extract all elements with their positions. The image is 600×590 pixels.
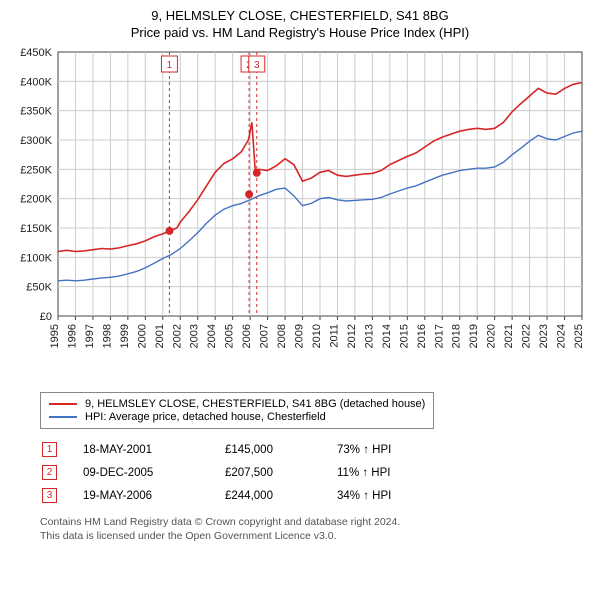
- svg-text:2013: 2013: [363, 324, 375, 348]
- chart-subtitle: Price paid vs. HM Land Registry's House …: [10, 25, 590, 40]
- legend-swatch: [49, 416, 77, 418]
- chart-container: { "heading": { "address": "9, HELMSLEY C…: [0, 0, 600, 549]
- svg-text:2018: 2018: [451, 324, 463, 348]
- legend-swatch: [49, 403, 77, 405]
- sale-marker-box: 1: [42, 442, 57, 457]
- sale-delta: 11% ↑ HPI: [337, 462, 405, 483]
- footnote-line: This data is licensed under the Open Gov…: [40, 530, 590, 544]
- svg-text:2025: 2025: [573, 324, 585, 348]
- svg-text:1997: 1997: [84, 324, 96, 348]
- sale-delta: 73% ↑ HPI: [337, 439, 405, 460]
- svg-text:2008: 2008: [276, 324, 288, 348]
- sale-date: 19-MAY-2006: [83, 485, 223, 506]
- svg-text:£450K: £450K: [20, 47, 52, 59]
- svg-text:3: 3: [254, 60, 260, 71]
- svg-text:2001: 2001: [154, 324, 166, 348]
- svg-text:2010: 2010: [311, 324, 323, 348]
- legend-row: HPI: Average price, detached house, Ches…: [49, 411, 425, 423]
- svg-text:2021: 2021: [503, 324, 515, 348]
- svg-text:£150K: £150K: [20, 223, 52, 235]
- svg-text:2016: 2016: [416, 324, 428, 348]
- sale-marker-box: 2: [42, 465, 57, 480]
- svg-text:£0: £0: [40, 311, 52, 323]
- svg-text:2007: 2007: [259, 324, 271, 348]
- svg-text:2002: 2002: [171, 324, 183, 348]
- svg-text:1: 1: [167, 60, 173, 71]
- sale-date: 09-DEC-2005: [83, 462, 223, 483]
- line-chart: £0 £50K £100K £150K £200K £250K £300K £350K £400…: [10, 46, 590, 386]
- legend-label: HPI: Average price, detached house, Ches…: [85, 411, 326, 423]
- svg-text:£350K: £350K: [20, 106, 52, 118]
- svg-text:2011: 2011: [328, 324, 340, 348]
- table-row: 3 19-MAY-2006£244,00034% ↑ HPI: [42, 485, 405, 506]
- table-row: 1 18-MAY-2001£145,00073% ↑ HPI: [42, 439, 405, 460]
- svg-text:2020: 2020: [486, 324, 498, 348]
- sale-price: £145,000: [225, 439, 335, 460]
- svg-text:2023: 2023: [538, 324, 550, 348]
- svg-text:2006: 2006: [241, 324, 253, 348]
- svg-text:£100K: £100K: [20, 252, 52, 264]
- svg-text:2005: 2005: [224, 324, 236, 348]
- svg-text:1995: 1995: [49, 324, 61, 348]
- svg-text:£50K: £50K: [26, 282, 52, 294]
- svg-text:2012: 2012: [346, 324, 358, 348]
- legend-row: 9, HELMSLEY CLOSE, CHESTERFIELD, S41 8BG…: [49, 398, 425, 410]
- sale-marker-box: 3: [42, 488, 57, 503]
- legend-label: 9, HELMSLEY CLOSE, CHESTERFIELD, S41 8BG…: [85, 398, 425, 410]
- svg-text:1996: 1996: [66, 324, 78, 348]
- svg-text:2009: 2009: [294, 324, 306, 348]
- footnote: Contains HM Land Registry data © Crown c…: [40, 516, 590, 543]
- svg-text:1998: 1998: [101, 324, 113, 348]
- chart-title: 9, HELMSLEY CLOSE, CHESTERFIELD, S41 8BG: [10, 8, 590, 23]
- svg-text:2019: 2019: [468, 324, 480, 348]
- sale-date: 18-MAY-2001: [83, 439, 223, 460]
- svg-text:2024: 2024: [556, 324, 568, 348]
- svg-text:£200K: £200K: [20, 194, 52, 206]
- svg-text:2000: 2000: [136, 324, 148, 348]
- chart-plot-area: £0 £50K £100K £150K £200K £250K £300K £350K £400…: [10, 46, 590, 386]
- sale-price: £244,000: [225, 485, 335, 506]
- svg-text:1999: 1999: [119, 324, 131, 348]
- sale-delta: 34% ↑ HPI: [337, 485, 405, 506]
- sales-table: 1 18-MAY-2001£145,00073% ↑ HPI 2 09-DEC-200…: [40, 437, 407, 508]
- sale-price: £207,500: [225, 462, 335, 483]
- svg-text:2004: 2004: [206, 324, 218, 348]
- svg-text:2014: 2014: [381, 324, 393, 348]
- svg-text:£250K: £250K: [20, 164, 52, 176]
- svg-text:2003: 2003: [189, 324, 201, 348]
- footnote-line: Contains HM Land Registry data © Crown c…: [40, 516, 590, 530]
- svg-text:2015: 2015: [398, 324, 410, 348]
- svg-text:2022: 2022: [521, 324, 533, 348]
- svg-text:£400K: £400K: [20, 76, 52, 88]
- svg-text:£300K: £300K: [20, 135, 52, 147]
- table-row: 2 09-DEC-2005£207,50011% ↑ HPI: [42, 462, 405, 483]
- svg-text:2017: 2017: [433, 324, 445, 348]
- legend: 9, HELMSLEY CLOSE, CHESTERFIELD, S41 8BG…: [40, 392, 434, 429]
